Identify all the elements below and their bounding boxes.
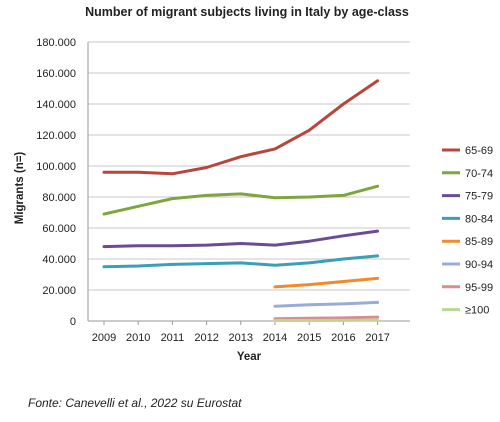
- legend-label-5: 90-94: [465, 259, 493, 271]
- axes: 0 20.000 40.000 60.000 80.000 100.000 120.000 1…: [36, 37, 410, 344]
- y-tick-label-4: 80.000: [42, 192, 76, 204]
- legend-label-1: 70-74: [465, 168, 493, 180]
- series-line-3: [102, 254, 380, 269]
- x-tick-label-8: 2017: [365, 332, 389, 344]
- y-tick-label-5: 100.000: [36, 161, 76, 173]
- series-line-4: [273, 276, 380, 289]
- series-line-2: [102, 229, 380, 249]
- y-tick-label-0: 0: [70, 316, 76, 328]
- series-line-0: [102, 79, 380, 176]
- series-lines: [102, 79, 380, 322]
- source-note: Fonte: Canevelli et al., 2022 su Eurosta…: [28, 396, 242, 410]
- y-tick-label-3: 60.000: [42, 223, 76, 235]
- y-tick-label-8: 160.000: [36, 68, 76, 80]
- y-tick-label-1: 20.000: [42, 285, 76, 297]
- chart-title: Number of migrant subjects living in Ita…: [85, 5, 409, 19]
- y-tick-label-6: 120.000: [36, 130, 76, 142]
- legend-label-2: 75-79: [465, 191, 493, 203]
- x-tick-label-0: 2009: [92, 332, 116, 344]
- legend-label-4: 85-89: [465, 236, 493, 248]
- series-line-5: [273, 300, 380, 308]
- legend-label-3: 80-84: [465, 213, 493, 225]
- x-axis-label: Year: [237, 351, 262, 363]
- x-tick-label-7: 2016: [331, 332, 355, 344]
- y-tick-label-7: 140.000: [36, 99, 76, 111]
- gridlines: [88, 41, 410, 291]
- legend-label-6: 95-99: [465, 282, 493, 294]
- x-tick-label-4: 2013: [229, 332, 253, 344]
- x-tick-label-5: 2014: [263, 332, 287, 344]
- y-axis-label: Migrants (n=): [14, 152, 26, 225]
- series-line-1: [102, 184, 380, 216]
- x-tick-label-3: 2012: [194, 332, 218, 344]
- legend-label-0: 65-69: [465, 145, 493, 157]
- series-line-6: [273, 315, 380, 321]
- line-chart: Number of migrant subjects living in Ita…: [14, 5, 493, 363]
- legend: 65-69 70-74 75-79 80-84 85-89 90-94 95-99 ≥100: [442, 145, 493, 317]
- x-tick-label-6: 2015: [297, 332, 321, 344]
- x-tick-label-1: 2010: [126, 332, 150, 344]
- x-tick-label-2: 2011: [161, 332, 185, 344]
- y-tick-label-9: 180.000: [36, 37, 76, 49]
- y-tick-label-2: 40.000: [42, 254, 76, 266]
- legend-label-7: ≥100: [465, 305, 489, 317]
